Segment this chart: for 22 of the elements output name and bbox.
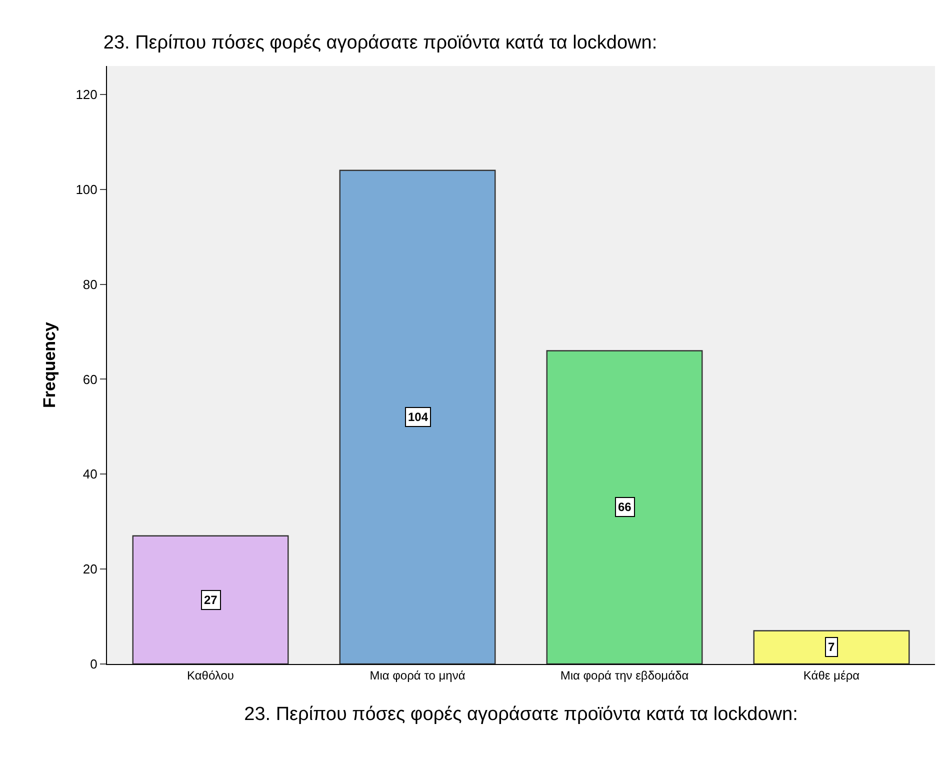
x-tick-label: Μια φορά την εβδομάδα — [560, 668, 689, 682]
chart-title: 23. Περίπου πόσες φορές αγοράσατε προϊόντα κατά τα lockdown: — [103, 32, 658, 54]
bar — [753, 630, 910, 664]
y-tick-label: 120 — [76, 87, 98, 102]
data-label: 7 — [828, 640, 835, 654]
data-label: 66 — [618, 500, 632, 514]
y-axis-title: Frequency — [40, 321, 60, 408]
y-tick-label: 80 — [82, 276, 98, 292]
y-tick-label: 40 — [82, 466, 98, 482]
y-tick-label: 100 — [76, 182, 98, 197]
data-label: 27 — [204, 593, 218, 607]
x-tick-label: Κάθε μέρα — [803, 668, 860, 682]
x-axis-title: 23. Περίπου πόσες φορές αγοράσατε προϊόντα κατά τα lockdown: — [244, 704, 798, 726]
data-label: 104 — [408, 410, 428, 424]
bar — [546, 350, 703, 664]
x-tick-label: Μια φορά το μηνά — [370, 668, 466, 682]
y-tick-label: 0 — [90, 656, 98, 672]
bar — [339, 170, 496, 664]
x-tick-label: Καθόλου — [187, 668, 234, 682]
bar — [132, 535, 289, 664]
y-tick-label: 60 — [82, 372, 98, 387]
y-tick-label: 20 — [82, 562, 98, 577]
